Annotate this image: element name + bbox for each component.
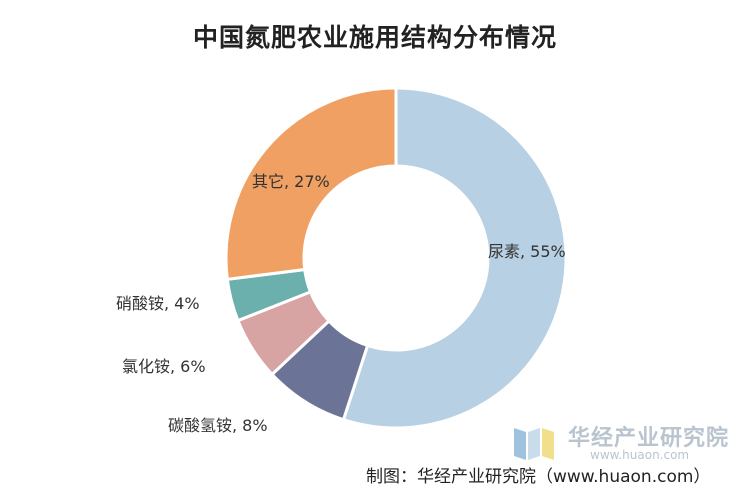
data-label-2: 碳酸氢铵, 8% xyxy=(168,416,268,435)
data-label-4: 硝酸铵, 4% xyxy=(116,294,200,313)
chart-title: 中国氮肥农业施用结构分布情况 xyxy=(192,23,557,52)
slice-5 xyxy=(224,86,398,281)
data-label-3: 氯化铵, 6% xyxy=(122,357,206,376)
donut-data-labels: 尿素, 55% 碳酸氢铵, 8% 氯化铵, 6% 硝酸铵, 4% 其它, 27% xyxy=(116,172,566,435)
watermark-url: www.huaon.com xyxy=(590,448,690,462)
donut-slices xyxy=(224,86,568,430)
slice-1 xyxy=(341,86,568,430)
source-note: 制图：华经产业研究院（www.huaon.com） xyxy=(366,467,711,487)
watermark-logo-icon xyxy=(514,428,554,460)
watermark: 华经产业研究院 www.huaon.com xyxy=(512,420,750,468)
data-label-5: 其它, 27% xyxy=(252,172,330,191)
watermark-name: 华经产业研究院 xyxy=(568,426,730,451)
data-label-1: 尿素, 55% xyxy=(488,242,566,261)
